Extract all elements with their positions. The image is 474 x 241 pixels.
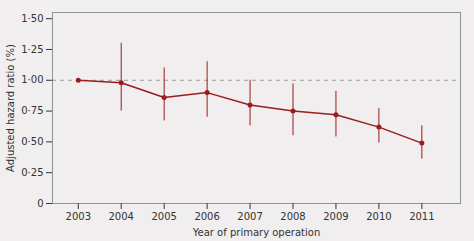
- svg-text:0·50: 0·50: [21, 136, 43, 147]
- svg-text:2003: 2003: [66, 211, 91, 222]
- svg-text:2011: 2011: [409, 211, 434, 222]
- svg-text:Adjusted hazard ratio (%): Adjusted hazard ratio (%): [5, 44, 16, 172]
- svg-text:2009: 2009: [323, 211, 348, 222]
- svg-text:0: 0: [37, 198, 43, 209]
- svg-text:1·25: 1·25: [21, 44, 43, 55]
- svg-text:2004: 2004: [108, 211, 133, 222]
- svg-text:2007: 2007: [237, 211, 262, 222]
- svg-text:2005: 2005: [151, 211, 176, 222]
- svg-text:2006: 2006: [194, 211, 219, 222]
- svg-text:2008: 2008: [280, 211, 305, 222]
- svg-text:Year of primary operation: Year of primary operation: [192, 227, 321, 238]
- svg-text:2010: 2010: [366, 211, 391, 222]
- svg-text:0·25: 0·25: [21, 167, 43, 178]
- svg-text:0·75: 0·75: [21, 105, 43, 116]
- svg-text:1·00: 1·00: [21, 74, 43, 85]
- svg-text:1·50: 1·50: [21, 13, 43, 24]
